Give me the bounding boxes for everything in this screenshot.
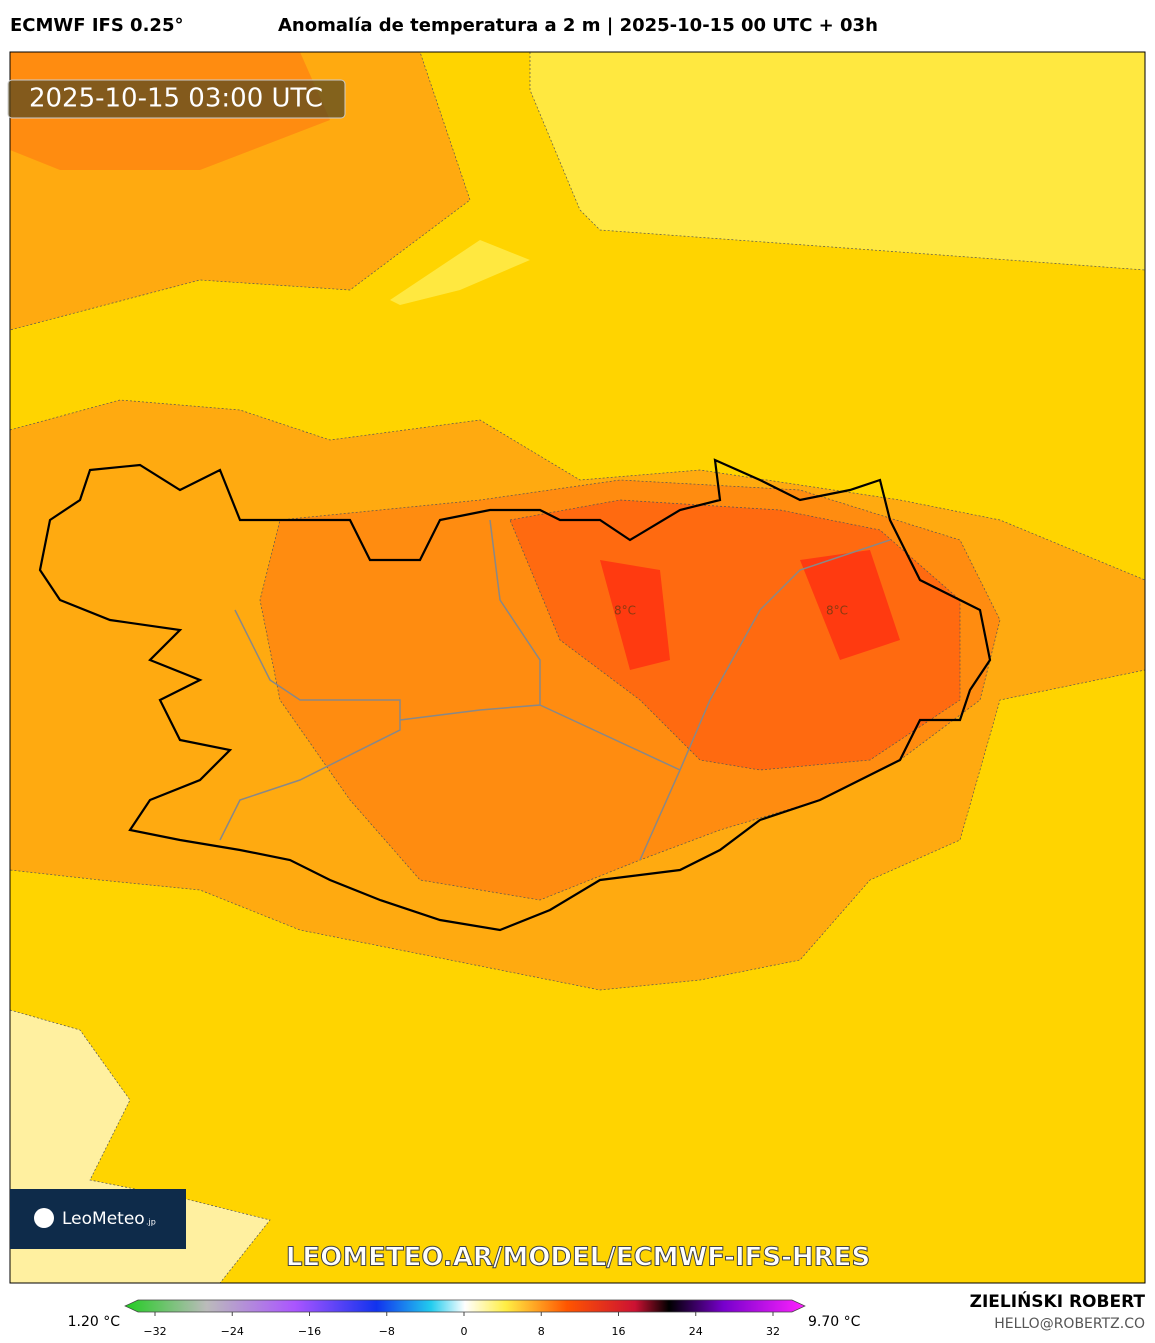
colorbar <box>124 1299 806 1313</box>
map-title: Anomalía de temperatura a 2 m | 2025-10-… <box>278 15 878 36</box>
colorbar-tick-label: 16 <box>612 1325 626 1338</box>
colorbar-tick-label: 24 <box>689 1325 703 1338</box>
source-url: LEOMETEO.AR/MODEL/ECMWF-IFS-HRES <box>286 1243 870 1273</box>
email: HELLO@ROBERTZ.CO <box>994 1316 1145 1332</box>
colorbar-tick-label: −8 <box>379 1325 395 1338</box>
author: ZIELIŃSKI ROBERT <box>970 1290 1146 1312</box>
colorbar-tick-label: −32 <box>143 1325 166 1338</box>
logo-sun <box>34 1208 54 1228</box>
contour-label: 8°C <box>826 604 848 618</box>
valid-time: 2025-10-15 03:00 UTC <box>29 84 323 114</box>
colorbar-min: 1.20 °C <box>68 1314 121 1330</box>
colorbar-tick-label: −16 <box>298 1325 321 1338</box>
colorbar-tick-label: −24 <box>221 1325 244 1338</box>
map-area <box>10 52 1145 1283</box>
colorbar-tick-label: 0 <box>461 1325 468 1338</box>
logo-text: LeoMeteo <box>62 1209 145 1229</box>
colorbar-max: 9.70 °C <box>808 1314 861 1330</box>
time-box <box>7 79 346 119</box>
map-frame <box>9 51 1146 1284</box>
logo-suffix: .jp <box>146 1218 156 1227</box>
contour-label: 8°C <box>614 604 636 618</box>
model-name: ECMWF IFS 0.25° <box>10 15 183 36</box>
colorbar-tick-label: 8 <box>538 1325 545 1338</box>
colorbar-tick-label: 32 <box>766 1325 780 1338</box>
